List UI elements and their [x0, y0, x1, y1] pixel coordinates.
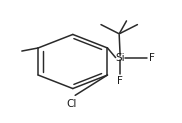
Text: Si: Si	[115, 53, 125, 63]
Text: F: F	[149, 53, 155, 63]
Text: F: F	[117, 76, 123, 86]
Text: Cl: Cl	[67, 99, 77, 109]
